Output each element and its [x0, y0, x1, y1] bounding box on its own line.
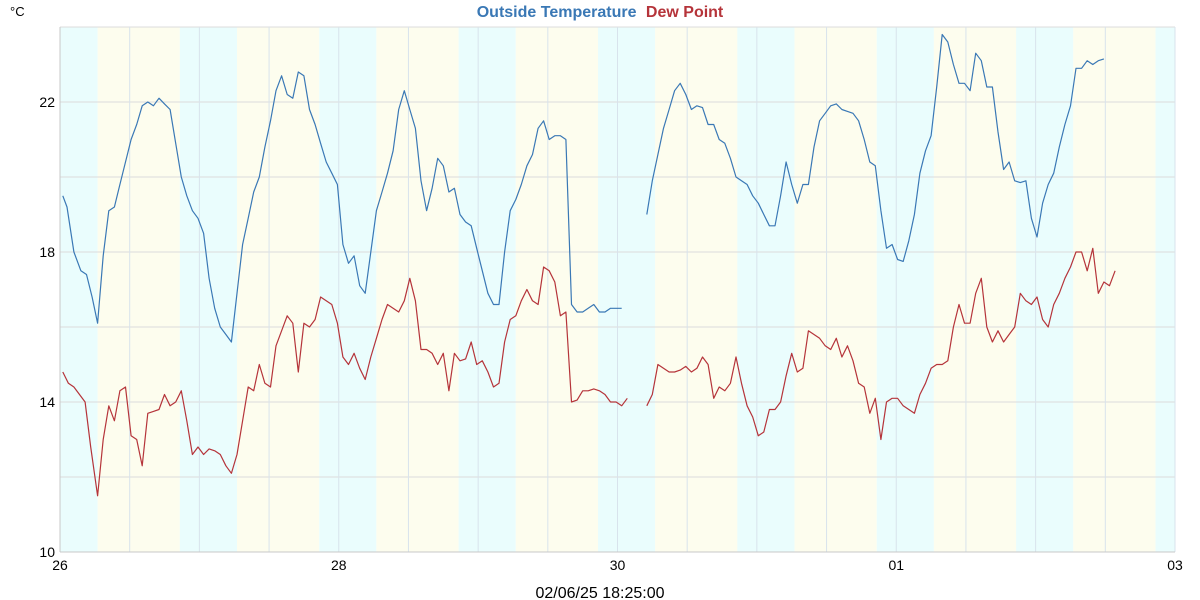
band-day-1	[97, 27, 180, 552]
band-night-2	[179, 27, 238, 552]
y-tick-label: 22	[39, 94, 55, 110]
y-axis-unit-label: °C	[10, 4, 25, 19]
series-line-1	[646, 33, 1105, 262]
band-night-10	[737, 27, 795, 552]
band-day-5	[376, 27, 459, 552]
band-night-8	[597, 27, 656, 552]
band-day-7	[515, 27, 598, 552]
band-night-4	[319, 27, 377, 552]
grid-lines	[59, 26, 1176, 552]
band-day-13	[933, 27, 1017, 552]
axes	[59, 27, 1175, 553]
x-tick-label: 26	[52, 557, 68, 573]
x-tick-label: 28	[331, 557, 347, 573]
day-night-bands	[60, 27, 1175, 552]
x-axis-timestamp-label: 02/06/25 18:25:00	[535, 585, 664, 600]
y-tick-label: 10	[39, 544, 55, 560]
y-tick-label: 18	[39, 244, 55, 260]
x-tick-label: 30	[610, 557, 626, 573]
y-tick-label: 14	[39, 394, 55, 410]
band-night-0	[60, 27, 98, 552]
title-temperature: Outside Temperature	[477, 4, 637, 21]
title-dew-point: Dew Point	[646, 4, 724, 21]
band-day-11	[794, 27, 877, 552]
band-night-14	[1016, 27, 1074, 552]
band-day-3	[237, 27, 320, 552]
series-line-0	[62, 71, 622, 343]
x-tick-label: 03	[1167, 557, 1183, 573]
band-day-15	[1073, 27, 1156, 552]
series-line-3	[646, 247, 1116, 441]
chart-title: Outside Temperature Dew Point	[477, 4, 724, 21]
band-night-12	[876, 27, 934, 552]
series-lines	[62, 33, 1116, 497]
tick-labels: 10 14 18 22 26 28 30 01 03	[39, 94, 1183, 573]
x-tick-label: 01	[888, 557, 904, 573]
band-day-9	[655, 27, 738, 552]
band-night-16	[1155, 27, 1175, 552]
series-line-2	[62, 266, 628, 497]
